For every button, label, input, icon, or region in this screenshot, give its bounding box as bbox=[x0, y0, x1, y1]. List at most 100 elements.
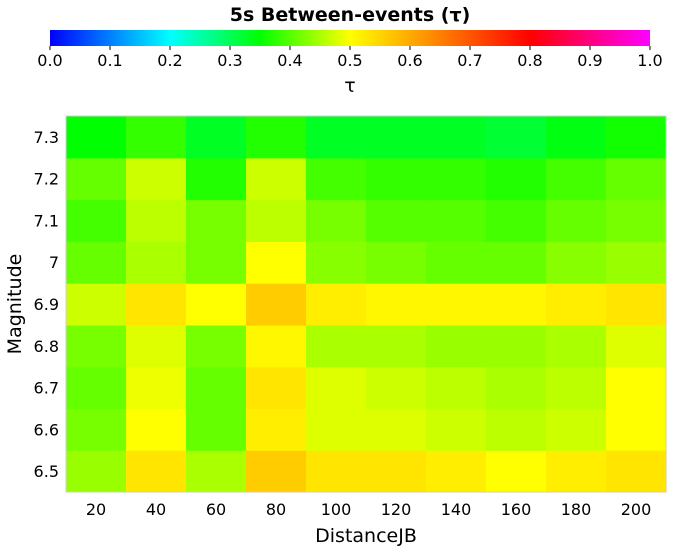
heatmap-cell bbox=[606, 283, 667, 326]
heatmap-cell bbox=[66, 366, 127, 410]
heatmap-cell bbox=[306, 324, 367, 368]
heatmap-cell bbox=[546, 283, 607, 326]
heatmap-cell bbox=[546, 408, 607, 451]
heatmap-cell bbox=[366, 241, 427, 284]
heatmap-cell bbox=[126, 450, 187, 493]
heatmap-cell bbox=[306, 366, 367, 410]
heatmap-cell bbox=[486, 241, 547, 284]
x-tick-label: 100 bbox=[321, 500, 352, 519]
heatmap-cell bbox=[66, 324, 127, 368]
y-tick-label: 6.6 bbox=[34, 420, 59, 439]
y-axis-label: Magnitude bbox=[4, 254, 26, 355]
y-tick-label: 6.9 bbox=[34, 295, 59, 314]
heatmap-cell bbox=[486, 450, 547, 493]
colorbar-tick-label: 0.6 bbox=[397, 51, 422, 70]
x-axis-label: DistanceJB bbox=[315, 525, 417, 547]
chart-title: 5s Between-events (τ) bbox=[230, 4, 471, 26]
x-tick-label: 160 bbox=[501, 500, 532, 519]
colorbar-tick-label: 0.8 bbox=[517, 51, 542, 70]
heatmap-cell bbox=[306, 241, 367, 284]
heatmap-cell bbox=[426, 450, 487, 493]
heatmap-cell bbox=[366, 157, 427, 201]
heatmap-cell bbox=[606, 408, 667, 451]
heatmap-cell bbox=[546, 157, 607, 201]
heatmap-cell bbox=[66, 450, 127, 493]
heatmap-cell bbox=[246, 157, 307, 201]
heatmap-cell bbox=[246, 366, 307, 410]
y-tick-label: 6.8 bbox=[34, 337, 59, 356]
y-axis-ticks: 6.5 6.6 6.7 6.8 6.9 7 7.1 7.2 7.3 bbox=[34, 128, 59, 481]
heatmap-cell bbox=[306, 116, 367, 159]
colorbar-tick-label: 0.9 bbox=[577, 51, 602, 70]
x-tick-label: 20 bbox=[86, 500, 106, 519]
heatmap-cell bbox=[126, 408, 187, 451]
heatmap-cell bbox=[126, 241, 187, 284]
heatmap-cell bbox=[246, 283, 307, 326]
heatmap-cell bbox=[246, 450, 307, 493]
heatmap-cell bbox=[126, 116, 187, 159]
x-tick-label: 40 bbox=[146, 500, 166, 519]
heatmap-cell bbox=[126, 366, 187, 410]
heatmap-cell bbox=[606, 241, 667, 284]
colorbar-tick-label: 0.7 bbox=[457, 51, 482, 70]
heatmap-cell bbox=[546, 199, 607, 242]
heatmap-cell bbox=[486, 199, 547, 242]
heatmap-cell bbox=[246, 116, 307, 159]
heatmap-cell bbox=[186, 157, 247, 201]
x-tick-label: 120 bbox=[381, 500, 412, 519]
colorbar-tick-label: 0.5 bbox=[337, 51, 362, 70]
heatmap-cell bbox=[606, 116, 667, 159]
heatmap-cell bbox=[306, 283, 367, 326]
x-tick-label: 140 bbox=[441, 500, 472, 519]
heatmap-cell bbox=[546, 116, 607, 159]
heatmap-cell bbox=[546, 324, 607, 368]
heatmap-cell bbox=[246, 408, 307, 451]
heatmap-cell bbox=[126, 324, 187, 368]
heatmap-cell bbox=[486, 408, 547, 451]
heatmap-cell bbox=[486, 366, 547, 410]
heatmap-cell bbox=[426, 116, 487, 159]
heatmap-cell bbox=[426, 157, 487, 201]
y-tick-label: 7.1 bbox=[34, 211, 59, 230]
heatmap-cell bbox=[546, 366, 607, 410]
heatmap-cell bbox=[366, 366, 427, 410]
heatmap-cell bbox=[126, 199, 187, 242]
heatmap-cell bbox=[606, 324, 667, 368]
heatmap-cell bbox=[426, 408, 487, 451]
heatmap-cell bbox=[66, 408, 127, 451]
heatmap-cell bbox=[186, 199, 247, 242]
heatmap-cell bbox=[426, 283, 487, 326]
y-tick-label: 6.5 bbox=[34, 462, 59, 481]
heatmap-cell bbox=[186, 241, 247, 284]
heatmap-cell bbox=[546, 241, 607, 284]
colorbar-label: τ bbox=[344, 75, 355, 97]
heatmap-cell bbox=[546, 450, 607, 493]
heatmap-cell bbox=[66, 116, 127, 159]
heatmap-cell bbox=[486, 324, 547, 368]
colorbar-tick-label: 0.3 bbox=[217, 51, 242, 70]
y-tick-label: 7 bbox=[49, 253, 59, 272]
heatmap-cell bbox=[186, 324, 247, 368]
heatmap-cell bbox=[366, 116, 427, 159]
heatmap-cell bbox=[606, 199, 667, 242]
heatmap-cell bbox=[246, 324, 307, 368]
heatmap-cell bbox=[606, 366, 667, 410]
heatmap-cell bbox=[486, 283, 547, 326]
heatmap-cell bbox=[306, 450, 367, 493]
colorbar-tick-label: 0.0 bbox=[37, 51, 62, 70]
x-tick-label: 180 bbox=[561, 500, 592, 519]
heatmap-cell bbox=[186, 116, 247, 159]
heatmap-cell bbox=[606, 157, 667, 201]
heatmap-cell bbox=[66, 199, 127, 242]
x-axis-ticks: 20 40 60 80 100 120 140 160 180 200 bbox=[86, 500, 651, 519]
heatmap-cell bbox=[126, 157, 187, 201]
heatmap-cell bbox=[366, 450, 427, 493]
colorbar-tick-label: 0.1 bbox=[97, 51, 122, 70]
heatmap-cell bbox=[306, 408, 367, 451]
colorbar-ticks: 0.0 0.1 0.2 0.3 0.4 0.5 0.6 0.7 0.8 0.9 1.0 bbox=[37, 46, 663, 70]
heatmap-cell bbox=[366, 199, 427, 242]
heatmap-cell bbox=[426, 241, 487, 284]
heatmap-cell bbox=[186, 283, 247, 326]
heatmap-cell bbox=[66, 283, 127, 326]
